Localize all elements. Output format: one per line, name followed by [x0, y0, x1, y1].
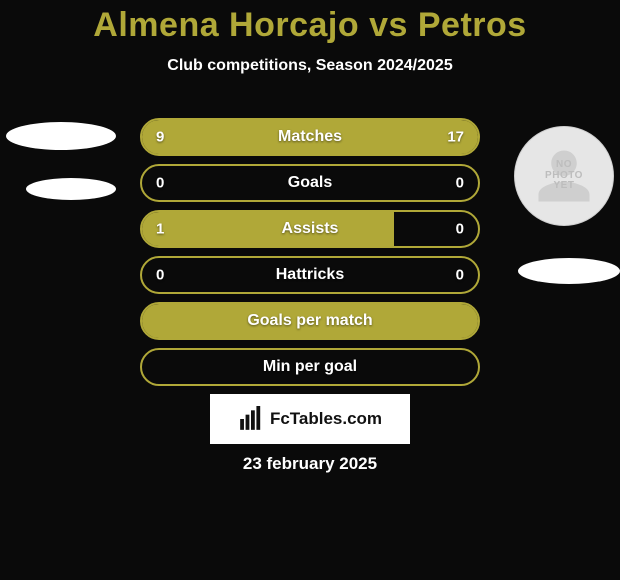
stat-value-left: 0 — [156, 267, 164, 284]
snapshot-date: 23 february 2025 — [0, 454, 620, 474]
stat-row: Hattricks0 0 — [140, 256, 480, 294]
page-subtitle: Club competitions, Season 2024/2025 — [0, 57, 620, 75]
stat-label: Goals — [142, 174, 478, 192]
stat-label: Assists — [142, 220, 478, 238]
stat-value-right: 0 — [456, 221, 464, 238]
page-title: Almena Horcajo vs Petros — [0, 0, 620, 45]
stat-row: Goals per match — [140, 302, 480, 340]
stat-value-right: 17 — [447, 129, 464, 146]
brand-text: FcTables.com — [270, 409, 382, 429]
stat-row: Min per goal — [140, 348, 480, 386]
stat-row: Assists1 0 — [140, 210, 480, 248]
stat-value-right: 0 — [456, 267, 464, 284]
no-photo-label: NOPHOTOYET — [545, 160, 583, 192]
stat-label: Matches — [142, 128, 478, 146]
player-left-shape-2 — [26, 178, 116, 200]
bars-logo-icon — [238, 406, 264, 432]
player-right-avatar: NOPHOTOYET — [514, 126, 614, 226]
stat-label: Goals per match — [142, 312, 478, 330]
stat-label: Hattricks — [142, 266, 478, 284]
comparison-bars: Matches917Goals00Assists10Hattricks00Goa… — [140, 118, 480, 394]
stat-value-left: 9 — [156, 129, 164, 146]
brand-badge: FcTables.com — [210, 394, 410, 444]
player-right-shape-2 — [518, 258, 620, 284]
stat-value-left: 0 — [156, 175, 164, 192]
stat-label: Min per goal — [142, 358, 478, 376]
stat-row: Matches9 17 — [140, 118, 480, 156]
player-left-shape-1 — [6, 122, 116, 150]
stat-value-right: 0 — [456, 175, 464, 192]
stat-row: Goals0 0 — [140, 164, 480, 202]
stat-value-left: 1 — [156, 221, 164, 238]
